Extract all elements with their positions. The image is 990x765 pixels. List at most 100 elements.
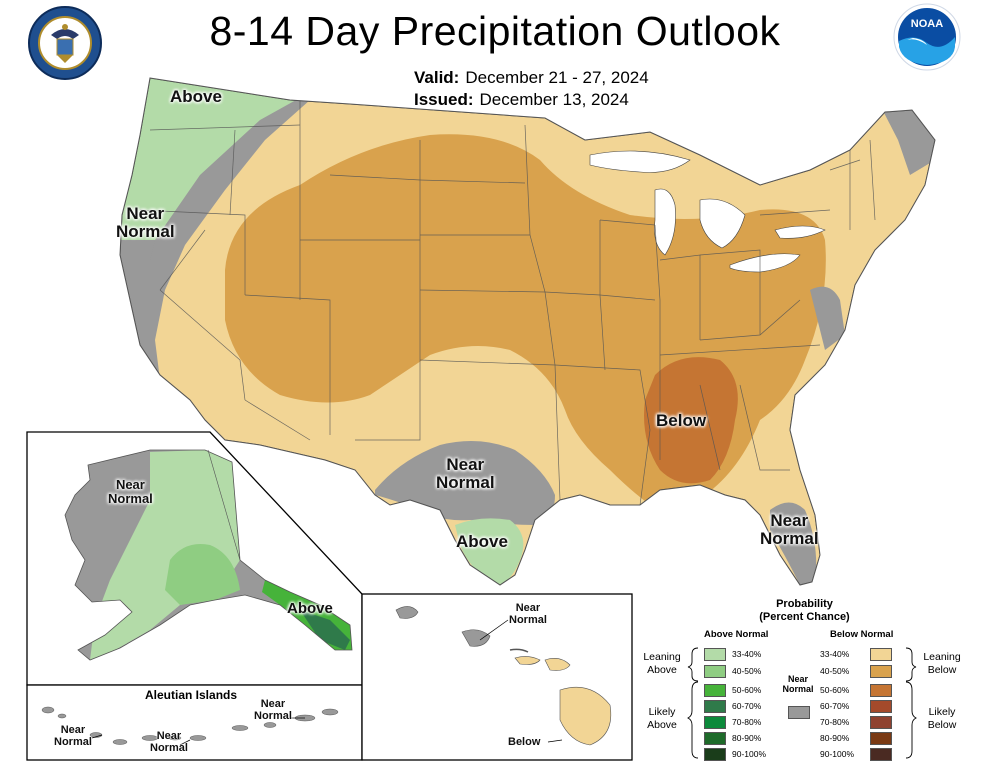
leaning-above-label: Leaning Above [636, 651, 688, 676]
west-near-normal-label: Near Normal [116, 205, 175, 241]
valid-dates: Valid: December 21 - 27, 2024 [414, 68, 649, 88]
hi-near-line1: Near [515, 602, 541, 614]
ak-near-line1: Near [115, 477, 145, 492]
tx-near-line2: Normal [436, 472, 495, 492]
range-below-50-60: 50-60% [820, 685, 850, 695]
range-above-80-90: 80-90% [732, 733, 762, 743]
likely-below-line2: Below [927, 718, 957, 731]
noaa-text: NOAA [911, 18, 943, 30]
range-below-33-40: 33-40% [820, 649, 850, 659]
se-below-zone [644, 357, 738, 484]
ak-above-label: Above [287, 600, 333, 617]
legend-row-below-3: 50-60% [820, 684, 900, 697]
valid-value: December 21 - 27, 2024 [465, 68, 649, 87]
hi-below-label: Below [508, 736, 541, 748]
leaning-below-line2: Below [927, 663, 957, 676]
legend-row-below-2: 40-50% [820, 665, 900, 678]
range-above-50-60: 50-60% [732, 685, 762, 695]
tx-near-normal-label: Near Normal [436, 456, 495, 492]
legend-row-above-4: 60-70% [704, 700, 784, 713]
ak-near-normal-label: Near Normal [108, 478, 153, 505]
likely-above-line1: Likely [648, 706, 676, 718]
range-above-90-100: 90-100% [732, 749, 767, 759]
hi-near-line2: Normal [509, 613, 547, 626]
issued-value: December 13, 2024 [479, 90, 629, 109]
west-near-line1: Near [126, 204, 165, 223]
hi-near-normal-label: Near Normal [509, 602, 547, 626]
aleut-near-normal-a: Near Normal [54, 724, 92, 748]
nw-above-label: Above [170, 87, 222, 106]
range-below-60-70: 60-70% [820, 701, 850, 711]
aleutian-inset [26, 684, 363, 761]
aleut-near-normal-b: Near Normal [150, 730, 188, 754]
legend-near-normal-label: Near Normal [780, 674, 816, 695]
leaning-below-label: Leaning Below [916, 651, 968, 676]
se-below-label: Below [656, 411, 707, 430]
aleut-c-line2: Normal [254, 709, 292, 722]
swatch-above-60-70 [704, 700, 726, 713]
likely-above-line2: Above [647, 718, 677, 731]
likely-below-line1: Likely [928, 706, 956, 718]
legend-row-above-5: 70-80% [704, 716, 784, 729]
legend-row-above-1: 33-40% [704, 648, 784, 661]
valid-label: Valid: [414, 68, 460, 87]
swatch-above-33-40 [704, 648, 726, 661]
leaning-above-line2: Above [647, 663, 677, 676]
ak-near-line2: Normal [108, 490, 153, 506]
probability-legend: Probability (Percent Chance) Above Norma… [632, 596, 977, 761]
leaning-above-line1: Leaning [643, 651, 681, 663]
fl-near-line2: Normal [760, 528, 819, 548]
swatch-above-90-100 [704, 748, 726, 761]
legend-row-above-2: 40-50% [704, 665, 784, 678]
legend-row-below-1: 33-40% [820, 648, 900, 661]
legend-title-line1: Probability [776, 598, 833, 610]
tx-above-zone [455, 518, 524, 585]
range-above-33-40: 33-40% [732, 649, 762, 659]
swatch-below-50-60 [870, 684, 892, 697]
tx-above-label: Above [456, 532, 508, 551]
range-above-60-70: 60-70% [732, 701, 762, 711]
issued-label: Issued: [414, 90, 474, 109]
legend-row-below-6: 80-90% [820, 732, 900, 745]
above-normal-header: Above Normal [704, 629, 769, 640]
legend-row-above-7: 90-100% [704, 748, 784, 761]
swatch-below-60-70 [870, 700, 892, 713]
aleut-a-line2: Normal [54, 735, 92, 748]
swatch-below-80-90 [870, 732, 892, 745]
legend-row-below-5: 70-80% [820, 716, 900, 729]
likely-above-label: Likely Above [636, 706, 688, 731]
legend-row-above-6: 80-90% [704, 732, 784, 745]
issued-date: Issued: December 13, 2024 [414, 90, 629, 110]
aleutian-title: Aleutian Islands [145, 688, 238, 702]
legend-row-below-7: 90-100% [820, 748, 900, 761]
swatch-below-40-50 [870, 665, 892, 678]
fl-near-line1: Near [770, 511, 809, 530]
likely-below-label: Likely Below [916, 706, 968, 731]
fl-near-normal-label: Near Normal [760, 512, 819, 548]
legend-braces [686, 647, 918, 759]
aleut-b-line2: Normal [150, 741, 188, 754]
legend-near-line1: Near [787, 674, 808, 684]
range-below-70-80: 70-80% [820, 717, 850, 727]
nw-above-zone [120, 78, 300, 260]
swatch-below-90-100 [870, 748, 892, 761]
map-title: 8-14 Day Precipitation Outlook [209, 8, 781, 54]
noaa-logo-icon: NOAA [893, 3, 961, 71]
aleut-b-line1: Near [156, 730, 182, 742]
west-near-line2: Normal [116, 221, 175, 241]
swatch-below-70-80 [870, 716, 892, 729]
range-below-90-100: 90-100% [820, 749, 855, 759]
swatch-above-80-90 [704, 732, 726, 745]
range-below-40-50: 40-50% [820, 666, 850, 676]
aleut-near-normal-c: Near Normal [254, 698, 292, 722]
legend-title-line2: (Percent Chance) [759, 611, 850, 624]
leaning-below-line1: Leaning [923, 651, 961, 663]
range-below-80-90: 80-90% [820, 733, 850, 743]
swatch-above-50-60 [704, 684, 726, 697]
swatch-above-70-80 [704, 716, 726, 729]
below-normal-header: Below Normal [830, 629, 894, 640]
tx-near-line1: Near [446, 455, 485, 474]
legend-title: Probability (Percent Chance) [632, 598, 977, 624]
legend-near-line2: Normal [782, 684, 814, 695]
